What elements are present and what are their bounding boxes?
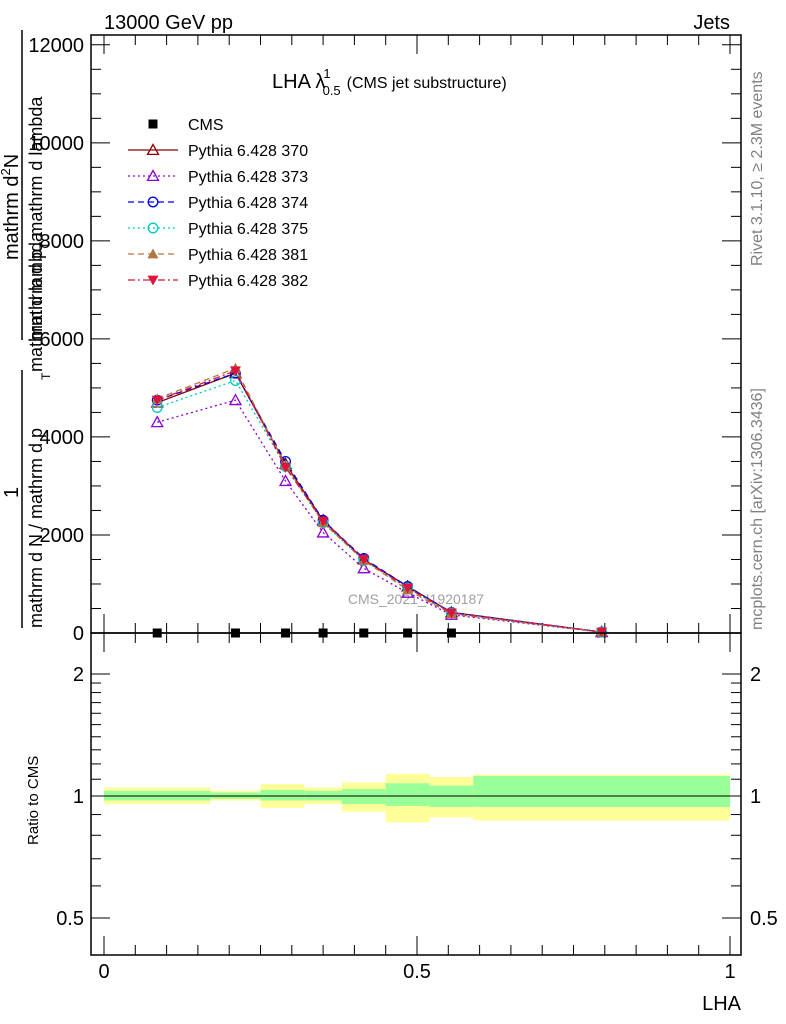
plot-title-prefix: LHA <box>272 71 315 93</box>
legend-label: Pythia 6.428 373 <box>188 169 308 186</box>
legend-label: Pythia 6.428 381 <box>188 247 308 264</box>
y-label-denominator: mathrm d N / mathrm d p <box>26 428 46 628</box>
ratio-stat-uncertainty-band <box>260 789 305 801</box>
ratio-y-tick-label-right: 0.5 <box>750 908 778 930</box>
main-y-tick-label: 6000 <box>40 329 85 351</box>
ratio-stat-uncertainty-band <box>473 776 730 807</box>
legend-label: Pythia 6.428 370 <box>188 143 308 160</box>
x-tick-label: 0 <box>98 961 109 983</box>
x-axis-label: LHA <box>702 993 742 1015</box>
legend-label: Pythia 6.428 382 <box>188 273 308 290</box>
mcplots-reference-label: mcplots.cern.ch [arXiv:1306.3436] <box>749 388 766 630</box>
ratio-y-tick-label-right: 2 <box>750 664 761 686</box>
series-line <box>156 369 602 633</box>
data-point <box>229 366 241 377</box>
legend-label: Pythia 6.428 374 <box>188 195 308 212</box>
ratio-y-tick-label: 2 <box>73 664 84 686</box>
legend-entry: Pythia 6.428 373 <box>128 169 308 186</box>
legend-label: CMS <box>188 117 224 134</box>
ratio-stat-uncertainty-band <box>341 789 386 805</box>
main-y-tick-label: 12000 <box>28 35 84 57</box>
y-label-denominator-rest: mathrm d lambda <box>26 231 46 372</box>
legend-entry: CMS <box>148 117 224 134</box>
series-line <box>156 367 602 633</box>
plot-title-sub: 0.5 <box>323 83 341 98</box>
ratio-axis-ticks <box>91 633 741 955</box>
legend-marker <box>147 275 159 286</box>
main-y-tick-label: 0 <box>73 623 84 645</box>
analysis-watermark: CMS_2021_I1920187 <box>348 591 484 607</box>
data-point <box>316 525 330 538</box>
legend-marker <box>146 143 160 156</box>
ratio-y-tick-label: 1 <box>73 786 84 808</box>
main-y-tick-label: 2000 <box>40 525 85 547</box>
plot-title: LHA λ1 0.5 (CMS jet substructure) <box>272 66 507 98</box>
plot-title-symbol: λ <box>315 71 325 93</box>
ratio-bands <box>104 773 730 823</box>
y-label-denominator-sub: T <box>39 372 53 380</box>
ratio-x-tick-labels: 0 0.5 1 <box>98 961 735 983</box>
y-label-numerator: 1 <box>1 487 23 498</box>
data-point <box>151 395 163 406</box>
rivet-version-label: Rivet 3.1.10, ≥ 2.3M events <box>749 71 766 266</box>
ratio-stat-uncertainty-band <box>385 783 430 806</box>
legend-entry: Pythia 6.428 374 <box>128 195 308 212</box>
ratio-y-tick-labels: 0.5 0.5 1 1 2 2 <box>56 664 778 930</box>
data-point <box>358 555 370 565</box>
header-process: 13000 GeV pp <box>104 12 233 34</box>
y-label-inner-numerator: mathrm d2N <box>0 154 23 260</box>
legend-entry: Pythia 6.428 370 <box>128 143 308 160</box>
main-y-tick-labels: 0 2000 4000 6000 8000 10000 12000 <box>28 35 84 645</box>
legend-marker <box>146 169 160 182</box>
legend-label: Pythia 6.428 375 <box>188 221 308 238</box>
ratio-y-tick-label-right: 1 <box>750 786 761 808</box>
data-point <box>445 608 457 619</box>
data-point <box>280 462 292 473</box>
data-point <box>228 393 243 406</box>
data-point <box>402 583 414 594</box>
legend-entry: Pythia 6.428 382 <box>128 273 308 290</box>
main-y-tick-label: 4000 <box>40 427 85 449</box>
main-series-group <box>150 362 609 638</box>
legend-marker <box>147 248 159 259</box>
legend-entry: Pythia 6.428 381 <box>128 247 308 264</box>
plot-title-sup: 1 <box>323 66 330 81</box>
x-tick-label: 1 <box>724 961 735 983</box>
main-y-tick-label: 10000 <box>28 133 84 155</box>
ratio-y-axis-label: Ratio to CMS <box>25 756 42 845</box>
main-y-axis-label: 1 mathrm d N / mathrm d p T mathrm d lam… <box>0 30 53 628</box>
legend-marker <box>147 222 159 234</box>
data-point <box>317 516 329 527</box>
main-y-tick-label: 8000 <box>40 231 85 253</box>
header-category: Jets <box>693 12 730 34</box>
legend: CMS Pythia 6.428 370 Pythia 6.428 373 Pythi… <box>128 117 308 290</box>
data-point <box>357 561 371 574</box>
x-tick-label: 0.5 <box>403 961 431 983</box>
plot-title-note: (CMS jet substructure) <box>347 75 507 92</box>
series-line <box>157 399 602 633</box>
legend-entry: Pythia 6.428 375 <box>128 221 308 238</box>
legend-marker <box>148 119 158 129</box>
data-point <box>150 415 164 428</box>
ratio-y-tick-label: 0.5 <box>56 908 84 930</box>
ratio-panel-frame <box>90 632 742 956</box>
data-point <box>278 474 293 487</box>
legend-marker <box>147 196 159 208</box>
